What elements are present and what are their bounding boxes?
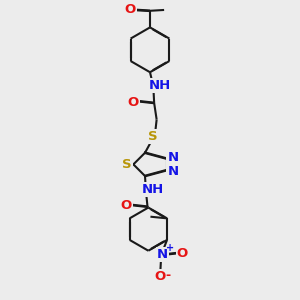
Text: +: + [166, 243, 174, 253]
Text: NH: NH [142, 183, 164, 196]
Text: N: N [157, 248, 168, 261]
Text: S: S [122, 158, 132, 171]
Text: N: N [167, 164, 178, 178]
Text: O: O [155, 271, 166, 284]
Text: N: N [167, 151, 178, 164]
Text: O: O [124, 4, 136, 16]
Text: O: O [127, 96, 139, 109]
Text: S: S [148, 130, 157, 143]
Text: O: O [121, 200, 132, 212]
Text: O: O [177, 247, 188, 260]
Text: -: - [165, 269, 170, 282]
Text: NH: NH [149, 79, 171, 92]
